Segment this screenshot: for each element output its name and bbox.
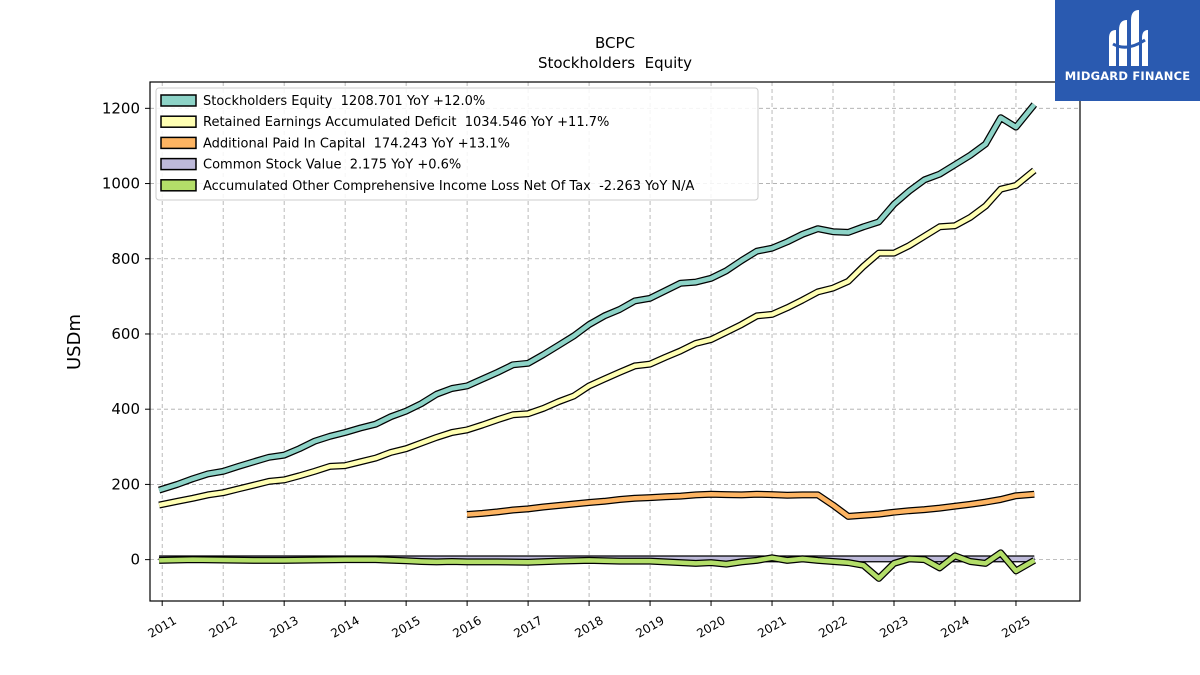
legend-label: Stockholders Equity 1208.701 YoY +12.0% — [203, 94, 485, 109]
legend: Stockholders Equity 1208.701 YoY +12.0% R… — [155, 87, 759, 201]
x-tick-label: 2025 — [999, 613, 1032, 640]
y-tick-label: 1200 — [102, 99, 140, 117]
x-tick-label: 2023 — [877, 613, 910, 640]
legend-box — [155, 87, 759, 201]
legend-label: Additional Paid In Capital 174.243 YoY +… — [203, 136, 510, 151]
chart-title: BCPC — [595, 34, 635, 52]
legend-swatch — [160, 157, 197, 171]
x-tick-label: 2020 — [694, 613, 727, 640]
x-tick-label: 2021 — [755, 613, 788, 640]
y-axis-label: USDm — [64, 314, 85, 370]
brand-logo: MIDGARD FINANCE — [1055, 0, 1200, 101]
y-tick-label: 400 — [111, 400, 140, 418]
x-tick-label: 2019 — [633, 613, 666, 640]
x-tick-label: 2015 — [389, 613, 422, 640]
legend-label: Accumulated Other Comprehensive Income L… — [203, 179, 694, 194]
legend-label: Retained Earnings Accumulated Deficit 10… — [203, 115, 609, 130]
y-tick-label: 200 — [111, 475, 140, 493]
brand-logo-icon — [1109, 10, 1148, 66]
legend-swatch — [160, 115, 197, 128]
legend-swatch — [160, 136, 197, 150]
x-tick-label: 2022 — [816, 613, 849, 640]
series-layer — [158, 102, 1038, 582]
series-4 — [159, 549, 1037, 582]
x-tick-label: 2012 — [206, 613, 239, 640]
legend-item: Accumulated Other Comprehensive Income L… — [160, 179, 694, 194]
series-1 — [158, 167, 1037, 509]
legend-item: Common Stock Value 2.175 YoY +0.6% — [160, 157, 461, 173]
legend-label: Common Stock Value 2.175 YoY +0.6% — [203, 158, 461, 173]
x-tick-label: 2013 — [267, 613, 300, 640]
series-2 — [466, 490, 1035, 520]
legend-item: Additional Paid In Capital 174.243 YoY +… — [160, 136, 510, 151]
y-tick-label: 1000 — [102, 175, 140, 193]
y-tick-label: 600 — [111, 325, 140, 343]
series-line — [158, 103, 1037, 493]
legend-item: Stockholders Equity 1208.701 YoY +12.0% — [160, 94, 485, 109]
x-tick-label: 2018 — [572, 613, 605, 640]
x-tick-label: 2017 — [511, 613, 544, 640]
x-tick-label: 2016 — [450, 613, 483, 640]
x-tick-label: 2024 — [938, 613, 971, 640]
series-line — [158, 168, 1036, 508]
series-line — [466, 491, 1035, 519]
legend-swatch — [160, 94, 197, 107]
x-tick-label: 2011 — [145, 613, 178, 640]
y-tick-label: 0 — [130, 551, 140, 569]
series-0 — [158, 102, 1038, 494]
series-line — [159, 550, 1036, 581]
x-tick-label: 2014 — [328, 613, 361, 640]
legend-item: Retained Earnings Accumulated Deficit 10… — [160, 115, 609, 130]
chart-subtitle: Stockholders Equity — [538, 54, 692, 72]
y-tick-label: 800 — [111, 250, 140, 268]
plot-frame — [149, 81, 1081, 602]
brand-name: MIDGARD FINANCE — [1064, 69, 1191, 83]
legend-swatch — [160, 179, 197, 192]
